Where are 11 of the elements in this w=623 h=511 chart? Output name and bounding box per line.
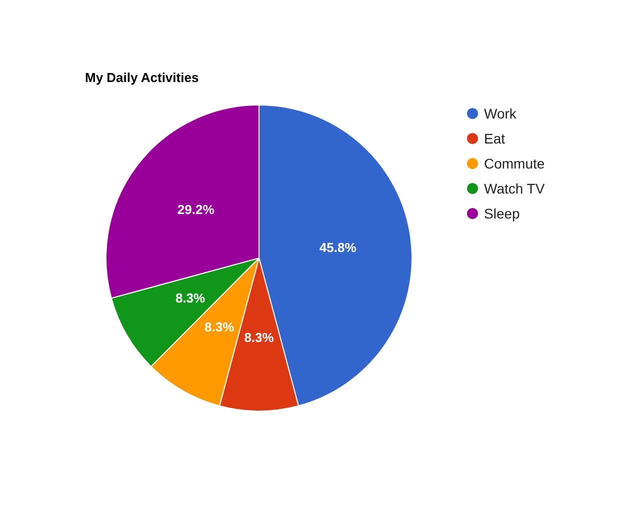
data-label: 8.3% [204,319,235,334]
data-label: 8.3% [244,330,274,345]
legend-label: Commute [484,156,545,172]
chart-title: My Daily Activities [85,70,199,85]
legend-label: Sleep [484,206,520,222]
legend-label: Watch TV [484,180,546,196]
data-label: 8.3% [175,290,206,306]
data-label: 45.8% [319,240,357,256]
data-label: 29.2% [177,202,215,218]
legend-label: Eat [484,130,506,146]
legend-label: Work [484,106,518,122]
